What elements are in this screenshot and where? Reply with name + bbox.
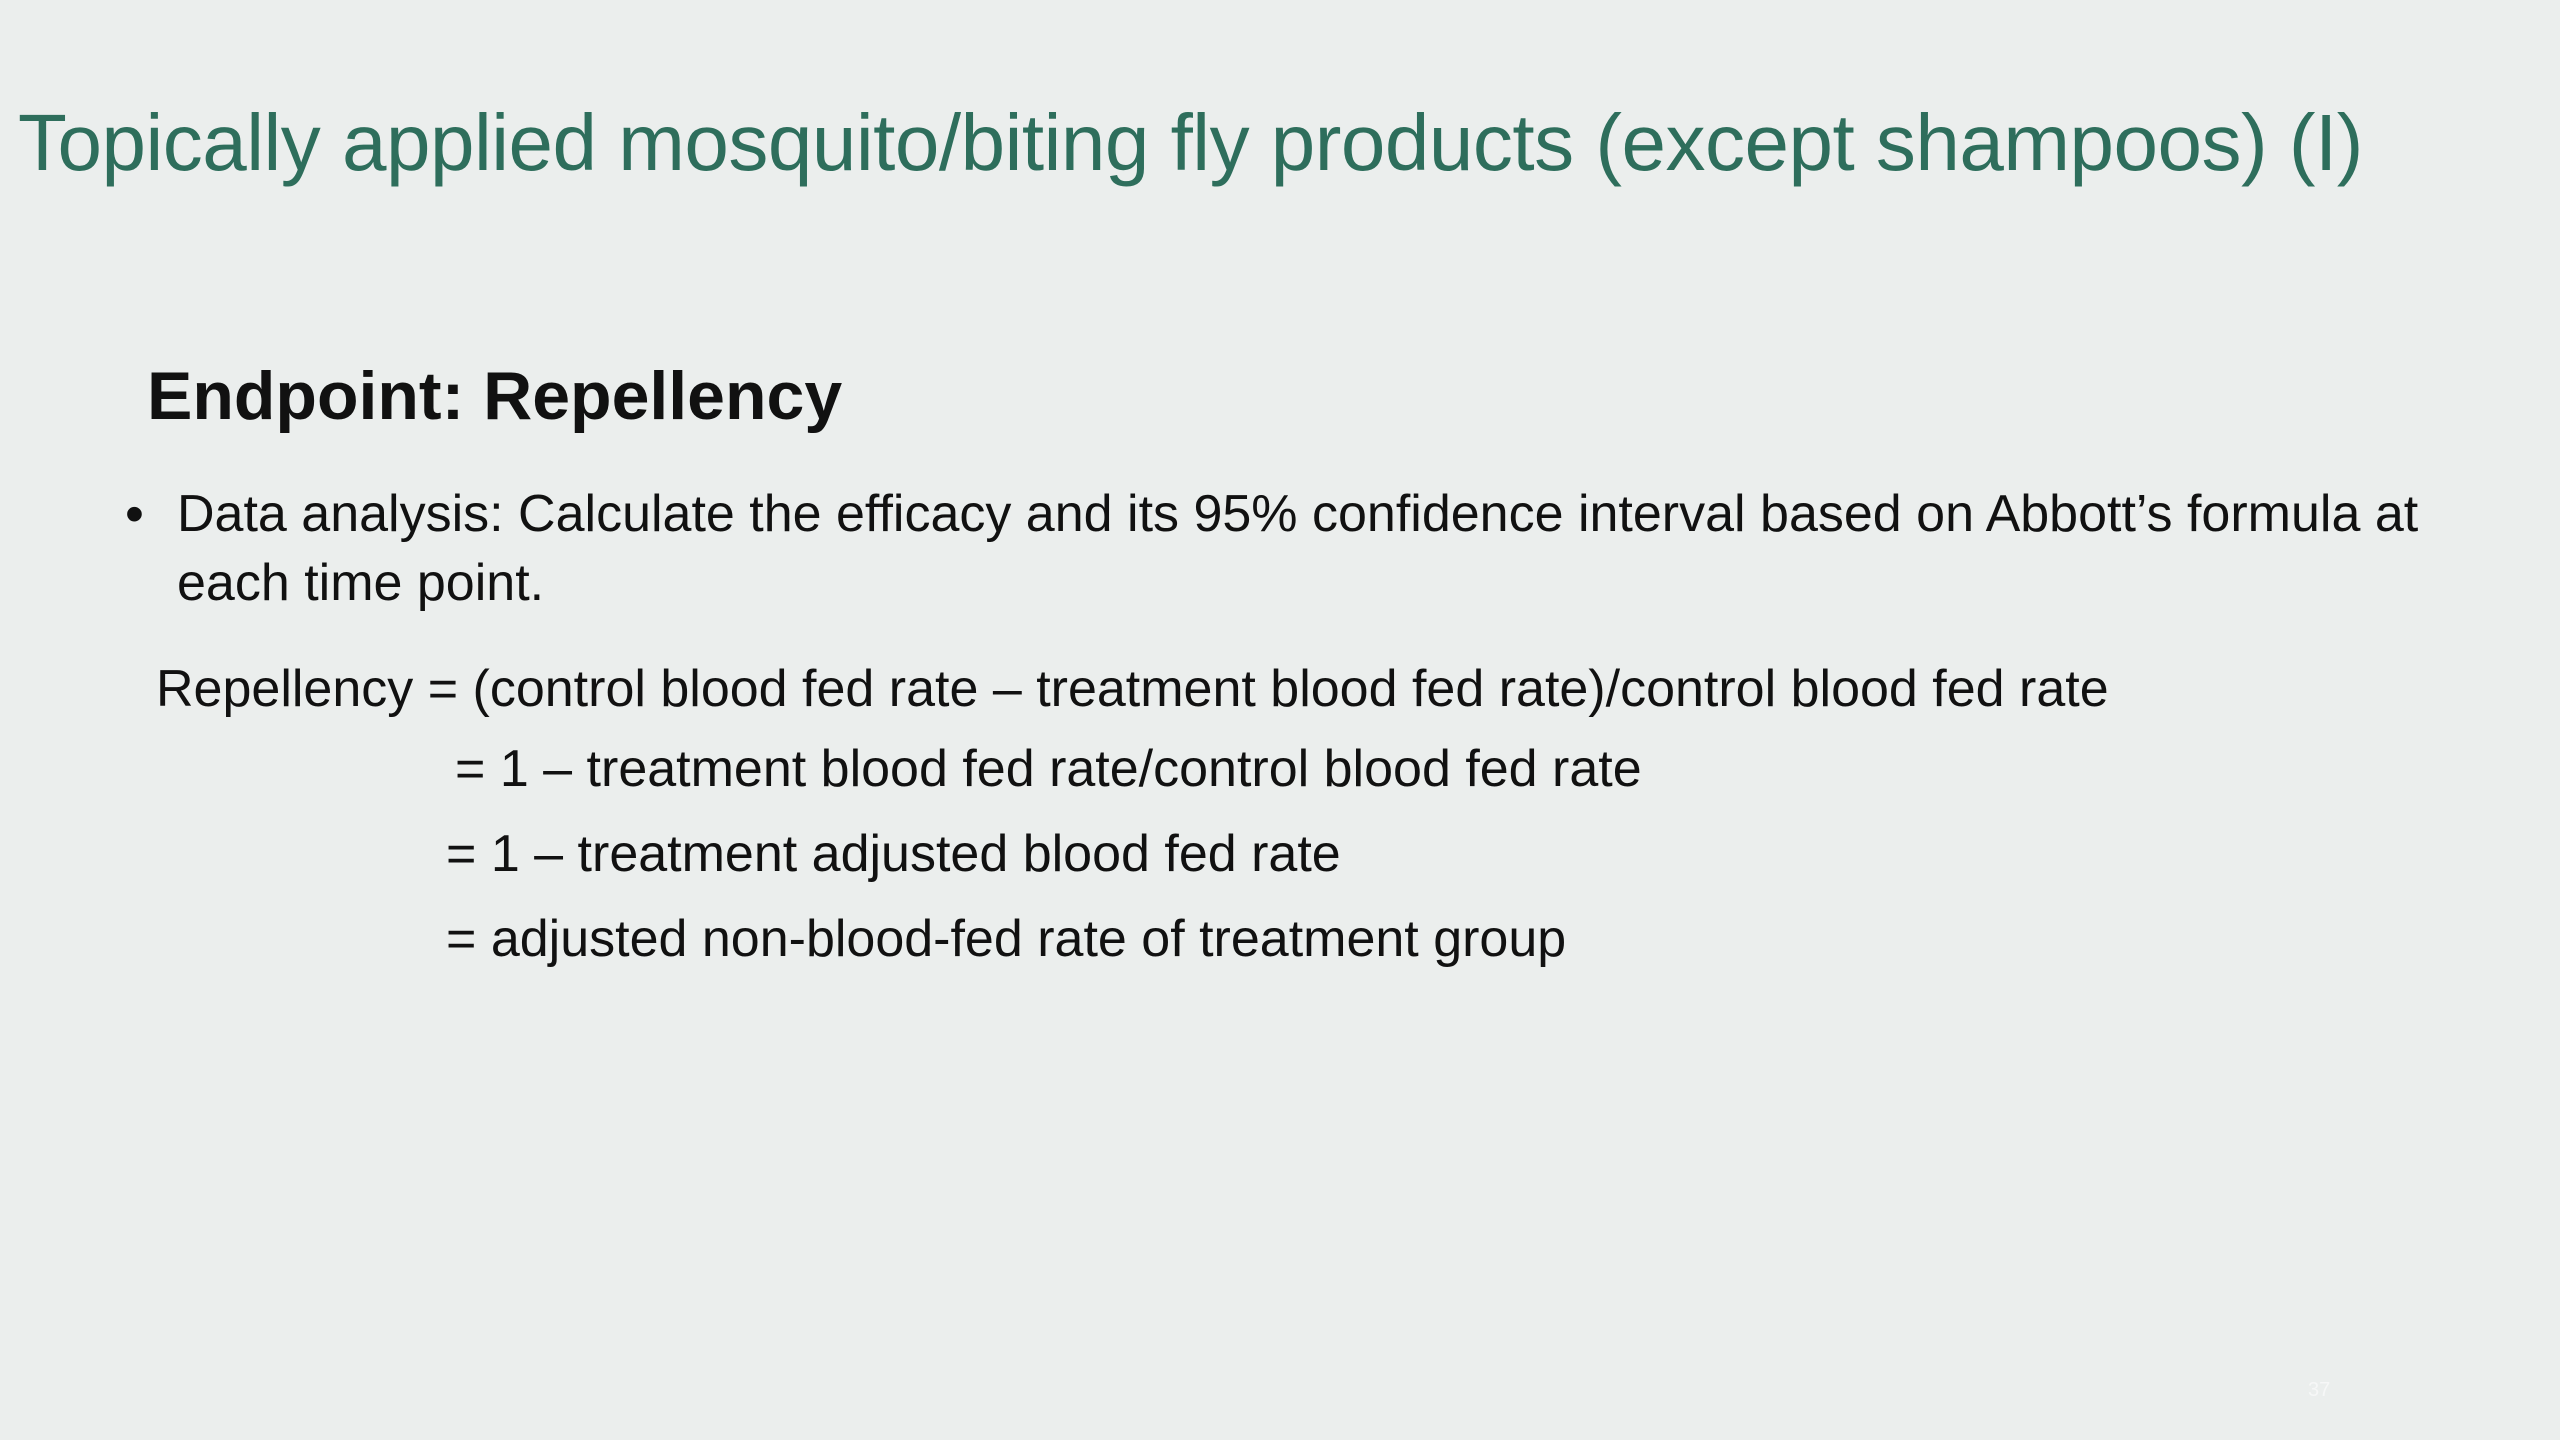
formula-line-step-3: = adjusted non-blood-fed rate of treatme…	[446, 910, 1567, 968]
slide-title: Topically applied mosquito/biting fly pr…	[18, 98, 2363, 187]
bullet-marker: •	[125, 484, 144, 544]
page-number: 37	[2308, 1379, 2331, 1401]
section-heading: Endpoint: Repellency	[147, 358, 843, 434]
formula-line-step-2: = 1 – treatment adjusted blood fed rate	[446, 825, 1341, 883]
formula-line-definition: Repellency = (control blood fed rate – t…	[156, 660, 2109, 718]
bullet-text: Data analysis: Calculate the efficacy an…	[177, 485, 2419, 612]
formula-line-step-1: = 1 – treatment blood fed rate/control b…	[455, 740, 1642, 798]
